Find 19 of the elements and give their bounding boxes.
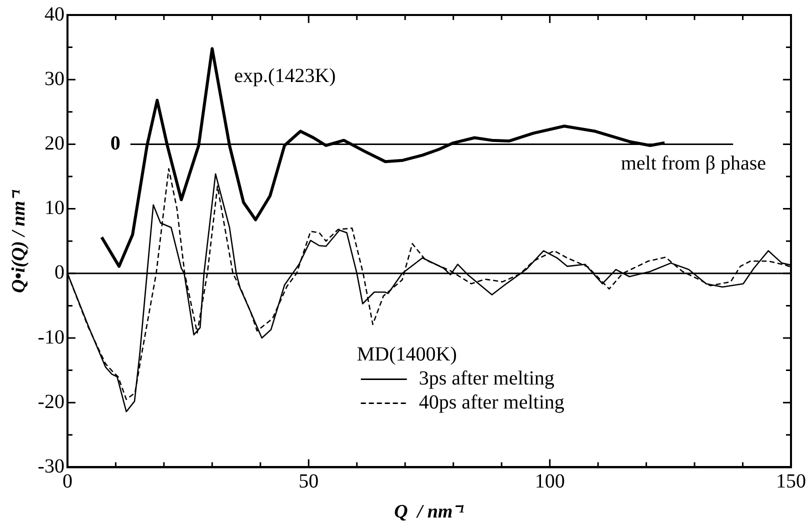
y-tick-label: 10 xyxy=(44,197,64,220)
legend-title: MD(1400K) xyxy=(356,343,457,366)
y-tick-label: 0 xyxy=(54,262,64,284)
annotation: melt from β phase xyxy=(620,152,766,174)
y-tick-label: 40 xyxy=(44,3,64,26)
x-tick-label: 50 xyxy=(298,470,319,492)
y-axis-title: Q•i(Q) / nm⁻¹ xyxy=(8,188,30,294)
y-tick-label: -10 xyxy=(38,326,64,348)
x-tick-label: 100 xyxy=(534,470,565,492)
y-tick-label: 30 xyxy=(44,68,64,90)
x-tick-label: 150 xyxy=(776,470,806,492)
x-axis-title: Q / nm⁻¹ xyxy=(394,502,465,523)
annotation: 0 xyxy=(110,132,120,154)
y-tick-label: -20 xyxy=(38,390,64,413)
legend-label: 3ps after melting xyxy=(418,367,554,390)
y-tick-label: -30 xyxy=(38,455,64,478)
series-label: exp.(1423K) xyxy=(234,64,336,87)
y-tick-label: 20 xyxy=(44,132,64,154)
legend-label: 40ps after melting xyxy=(418,391,564,414)
